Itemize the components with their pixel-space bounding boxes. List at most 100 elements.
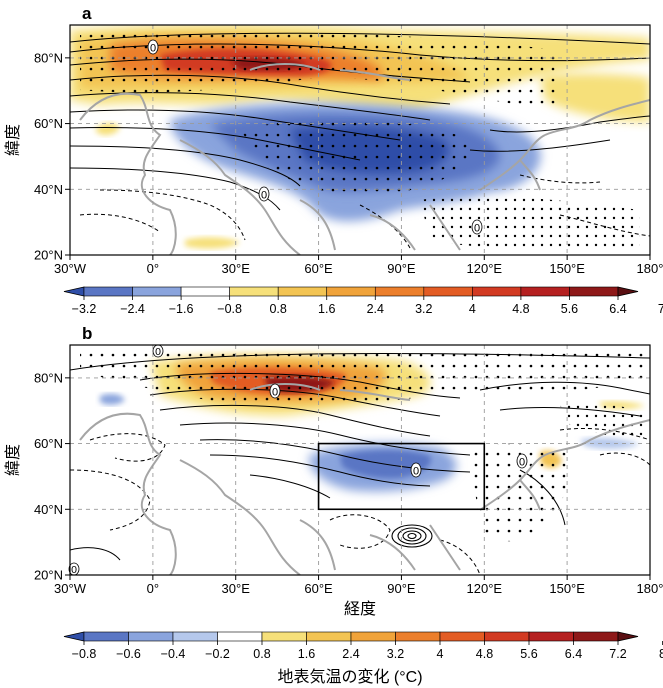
panel-b-ylabel: 緯度 bbox=[4, 444, 22, 476]
colorbar-tick-label: 2.4 bbox=[342, 647, 359, 661]
colorbar-tick-label: 4.8 bbox=[476, 647, 493, 661]
x-tick-label: 30°E bbox=[222, 581, 251, 596]
x-tick-label: 90°E bbox=[387, 261, 416, 276]
panel-b-coastlines bbox=[79, 383, 650, 575]
y-tick-label: 60°N bbox=[34, 116, 63, 131]
panel-a-contour-labels: 0 0 0 bbox=[147, 39, 483, 235]
region-box bbox=[317, 442, 486, 511]
panel-b-axes: 30°W 0° 30°E 60°E 90°E 120°E 150°E 180° 20°N 40°N… bbox=[34, 370, 663, 596]
contour-label: 0 bbox=[155, 346, 161, 358]
colorbar-segment bbox=[520, 286, 570, 297]
colorbar-tick-label: 1.6 bbox=[318, 302, 335, 316]
colorbar-tick-label: 5.6 bbox=[520, 647, 537, 661]
colorbar-segment bbox=[132, 286, 182, 297]
x-tick-label: 180° bbox=[637, 261, 663, 276]
contour-zero-marker bbox=[516, 453, 528, 469]
colorbar-extend-low bbox=[63, 286, 85, 297]
colorbar-tick-label: 4 bbox=[437, 647, 444, 661]
y-tick-label: 60°N bbox=[34, 436, 63, 451]
colorbar-tick-label: 0.8 bbox=[253, 647, 270, 661]
panel-a-ylabel: 緯度 bbox=[4, 124, 22, 156]
colorbar-segment bbox=[439, 631, 485, 642]
x-tick-label: 30°W bbox=[54, 581, 87, 596]
colorbar-tick-label: 5.6 bbox=[561, 302, 578, 316]
colorbar-tick-label: 1.6 bbox=[298, 647, 315, 661]
panel-a-axes: 30°W 0° 30°E 60°E 90°E 120°E 150°E 180° 20°N 40°N… bbox=[34, 50, 663, 276]
x-tick-label: 180° bbox=[637, 581, 663, 596]
colorbar-segment bbox=[395, 631, 441, 642]
y-tick-label: 80°N bbox=[34, 370, 63, 385]
panel-a-frame bbox=[69, 24, 651, 256]
panel-b-xlabel: 経度 bbox=[344, 600, 376, 618]
colorbar-segment bbox=[83, 286, 133, 297]
colorbar-segment bbox=[261, 631, 307, 642]
panel-b-label: b bbox=[82, 324, 92, 343]
x-tick-label: 90°E bbox=[387, 581, 416, 596]
contour-label: 0 bbox=[272, 387, 278, 399]
colorbar-tick-label: 6.4 bbox=[565, 647, 582, 661]
colorbar-extend-low bbox=[63, 631, 85, 642]
colorbar-segment bbox=[229, 286, 279, 297]
colorbar-segment bbox=[172, 631, 218, 642]
colorbar-tick-label: 4 bbox=[469, 302, 476, 316]
colorbar-tick-label: −0.4 bbox=[161, 647, 186, 661]
panel-b-tibet-contours bbox=[391, 524, 433, 548]
y-tick-label: 80°N bbox=[34, 50, 63, 65]
colorbar-segment bbox=[83, 631, 129, 642]
colorbar-tick-label: 8 bbox=[659, 647, 663, 661]
x-tick-label: 0° bbox=[147, 261, 159, 276]
x-tick-label: 30°W bbox=[54, 261, 87, 276]
panel-b-map: b bbox=[4, 324, 663, 618]
colorbar-tick-label: −1.6 bbox=[169, 302, 194, 316]
panel-b-frame bbox=[69, 344, 651, 576]
contour-zero-marker bbox=[471, 219, 483, 235]
colorbar-tick-label: −0.8 bbox=[72, 647, 97, 661]
colorbar-tick-label: 4.8 bbox=[512, 302, 529, 316]
colorbar-segment bbox=[472, 286, 522, 297]
colorbar-segment bbox=[326, 286, 376, 297]
colorbar-tick-label: 3.2 bbox=[415, 302, 432, 316]
colorbar-tick-label: −0.8 bbox=[217, 302, 242, 316]
panel-b-contours bbox=[70, 353, 650, 575]
contour-zero-marker bbox=[410, 462, 422, 478]
colorbar-tick-label: 3.2 bbox=[387, 647, 404, 661]
colorbar-segment bbox=[569, 286, 619, 297]
contour-label: 0 bbox=[71, 564, 77, 576]
colorbar-tick-label: 7.2 bbox=[609, 647, 626, 661]
y-tick-label: 20°N bbox=[34, 248, 63, 263]
contour-label: 0 bbox=[150, 43, 156, 55]
colorbar-segment bbox=[306, 631, 352, 642]
colorbar-segment bbox=[484, 631, 530, 642]
colorbar-segment bbox=[217, 631, 263, 642]
colorbar-tick-label: −0.2 bbox=[205, 647, 230, 661]
colorbar-segment bbox=[374, 286, 425, 297]
panel-b-stippling bbox=[80, 346, 650, 542]
panel-a-coastlines bbox=[79, 63, 650, 255]
colorbar-tick-label: −0.6 bbox=[116, 647, 141, 661]
panel-a-colorbar: −3.2 −2.4 −1.6 −0.8 0.8 1.6 2.4 3.2 4 4.8 5.6 6.4 7.… bbox=[63, 286, 663, 316]
x-tick-label: 60°E bbox=[304, 261, 333, 276]
colorbar-segment bbox=[528, 631, 574, 642]
colorbar-segment bbox=[573, 631, 619, 642]
contour-zero-marker bbox=[147, 39, 159, 55]
x-tick-label: 0° bbox=[147, 581, 159, 596]
x-tick-label: 150°E bbox=[549, 261, 585, 276]
y-tick-label: 40°N bbox=[34, 182, 63, 197]
colorbar-segment bbox=[277, 286, 328, 297]
colorbar-tick-label: 6.4 bbox=[609, 302, 626, 316]
colorbar-segment bbox=[128, 631, 174, 642]
colorbar-segment bbox=[423, 286, 473, 297]
colorbar-segment bbox=[180, 286, 230, 297]
colorbar-label: 地表気温の変化 (°C) bbox=[277, 668, 422, 686]
colorbar-extend-high bbox=[617, 631, 639, 642]
colorbar-tick-label: −3.2 bbox=[72, 302, 97, 316]
contour-zero-marker bbox=[258, 186, 270, 202]
colorbar-segment bbox=[350, 631, 396, 642]
panel-a-label: a bbox=[82, 4, 92, 23]
contour-zero-marker bbox=[269, 383, 281, 399]
y-tick-label: 40°N bbox=[34, 502, 63, 517]
panel-a-grid bbox=[70, 25, 650, 255]
x-tick-label: 150°E bbox=[549, 581, 585, 596]
colorbar-tick-label: 2.4 bbox=[367, 302, 384, 316]
